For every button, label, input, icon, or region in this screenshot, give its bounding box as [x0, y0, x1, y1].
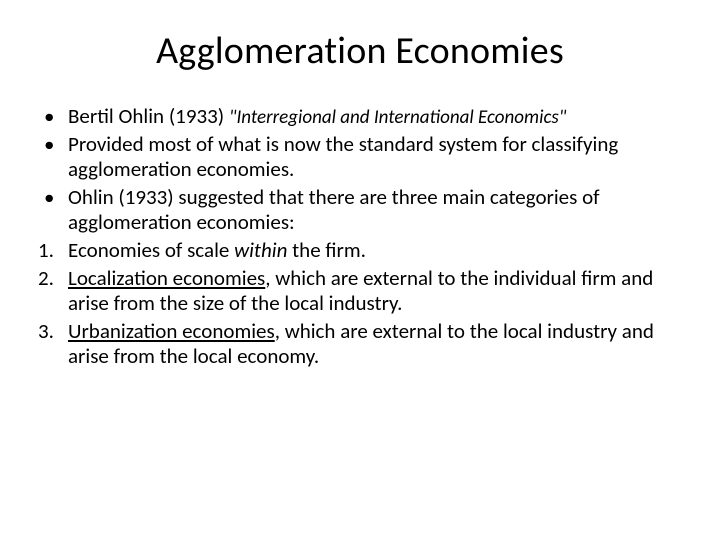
numbered-list: Economies of scale within the firm. Loca… — [36, 238, 684, 370]
bullet-text: Provided most of what is now the standar… — [68, 131, 618, 183]
numbered-underline: Urbanization economies — [68, 318, 275, 344]
slide: Agglomeration Economies Bertil Ohlin (19… — [0, 0, 720, 540]
bullet-item: Provided most of what is now the standar… — [36, 132, 684, 183]
numbered-text-b: the firm. — [287, 237, 366, 263]
slide-title: Agglomeration Economies — [36, 28, 684, 74]
numbered-item: Economies of scale within the firm. — [36, 238, 684, 264]
numbered-emph: within — [234, 237, 287, 263]
bullet-citation: "Interregional and International Economi… — [229, 106, 567, 129]
slide-body: Bertil Ohlin (1933) "Interregional and I… — [36, 104, 684, 370]
numbered-item: Urbanization economies, which are extern… — [36, 319, 684, 370]
bullet-text: Ohlin (1933) suggested that there are th… — [68, 184, 600, 236]
numbered-text-a: Economies of scale — [68, 237, 234, 263]
bullet-item: Ohlin (1933) suggested that there are th… — [36, 185, 684, 236]
bullet-item: Bertil Ohlin (1933) "Interregional and I… — [36, 104, 684, 130]
numbered-underline: Localization economies — [68, 265, 265, 291]
bullet-list: Bertil Ohlin (1933) "Interregional and I… — [36, 104, 684, 236]
bullet-text: Bertil Ohlin (1933) — [68, 103, 229, 129]
numbered-item: Localization economies, which are extern… — [36, 266, 684, 317]
